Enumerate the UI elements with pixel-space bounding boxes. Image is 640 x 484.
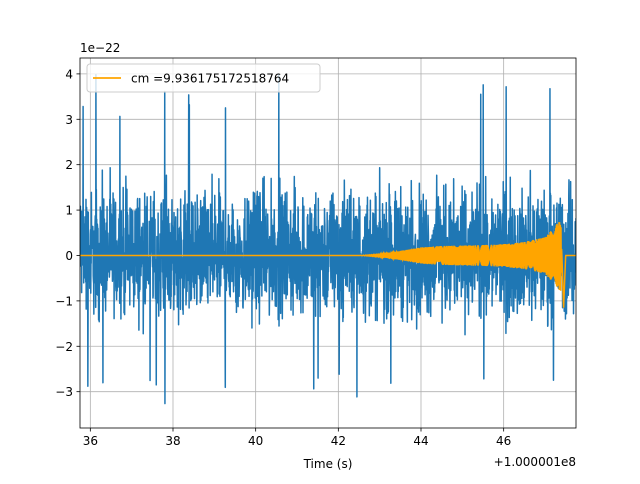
chirp-series-line xyxy=(80,222,576,308)
x-tick-label: 42 xyxy=(331,434,346,448)
x-tick-label: 40 xyxy=(248,434,263,448)
legend-box xyxy=(86,63,321,93)
y-tick-label: 2 xyxy=(65,158,73,172)
y-tick-label: 3 xyxy=(65,113,73,127)
x-axis-ticks: 36 38 40 42 44 46 xyxy=(83,428,511,448)
x-tick-label: 36 xyxy=(83,434,98,448)
x-axis-label: Time (s) xyxy=(303,457,353,471)
y-scale-label: 1e−22 xyxy=(80,41,120,55)
x-tick-label: 46 xyxy=(496,434,511,448)
y-tick-label: 4 xyxy=(65,67,73,81)
y-axis-ticks: −3 −2 −1 0 1 2 3 4 xyxy=(55,67,80,399)
y-tick-label: 1 xyxy=(65,204,73,218)
y-tick-label: −3 xyxy=(55,385,73,399)
y-tick-label: 0 xyxy=(65,249,73,263)
legend: cm =9.936175172518764 xyxy=(86,63,321,93)
legend-label-chirp: cm =9.936175172518764 xyxy=(131,72,289,86)
x-offset-label: +1.000001e8 xyxy=(494,455,576,469)
plot-area xyxy=(80,73,576,405)
y-tick-label: −1 xyxy=(55,294,73,308)
y-tick-label: −2 xyxy=(55,340,73,354)
axes-frame xyxy=(79,57,577,429)
x-tick-label: 38 xyxy=(165,434,180,448)
x-tick-label: 44 xyxy=(413,434,428,448)
